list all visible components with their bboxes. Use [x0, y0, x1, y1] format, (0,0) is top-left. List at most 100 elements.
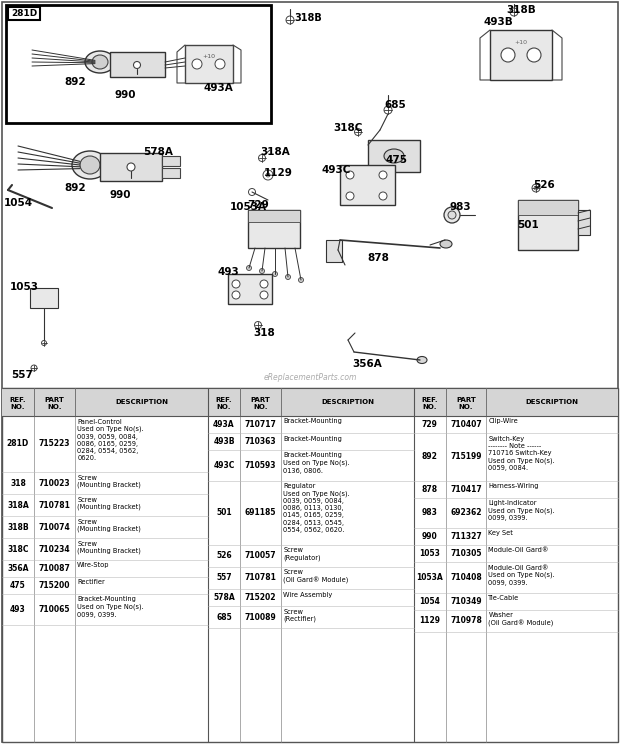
Text: Screw
(Mounting Bracket): Screw (Mounting Bracket) [77, 475, 141, 488]
Text: 1129: 1129 [264, 168, 293, 178]
Bar [162, 156, 180, 166]
Text: 578A: 578A [213, 593, 235, 602]
Text: 493: 493 [10, 605, 26, 614]
Text: 983: 983 [422, 508, 438, 517]
Bar [185, 45, 233, 83]
Text: 493C: 493C [213, 461, 234, 469]
Ellipse shape [384, 149, 404, 163]
Text: 710089: 710089 [245, 612, 277, 621]
Text: 710717: 710717 [245, 420, 277, 429]
Text: PART: PART [45, 397, 64, 403]
Circle shape [266, 173, 270, 177]
Text: Wire Assembly: Wire Assembly [283, 591, 332, 597]
Text: Bracket-Mounting
Used on Type No(s).
0136, 0806.: Bracket-Mounting Used on Type No(s). 013… [283, 452, 350, 473]
Text: Clip-Wire: Clip-Wire [489, 418, 518, 425]
Text: 1054: 1054 [419, 597, 440, 606]
Ellipse shape [92, 55, 108, 69]
Text: DESCRIPTION: DESCRIPTION [526, 399, 578, 405]
Text: Bracket-Mounting
Used on Type No(s).
0099, 0399.: Bracket-Mounting Used on Type No(s). 009… [77, 597, 144, 618]
Text: 356A: 356A [352, 359, 382, 369]
Circle shape [510, 8, 518, 16]
Circle shape [346, 192, 354, 200]
Text: 990: 990 [422, 532, 438, 541]
Ellipse shape [72, 151, 108, 179]
Text: 318C: 318C [334, 123, 363, 133]
Text: 318A: 318A [260, 147, 290, 157]
Text: 715199: 715199 [450, 452, 482, 461]
Text: 711327: 711327 [450, 532, 482, 541]
Text: Regulator
Used on Type No(s).
0039, 0059, 0084,
0086, 0113, 0130,
0145, 0165, 02: Regulator Used on Type No(s). 0039, 0059… [283, 483, 350, 533]
Bar [414, 388, 618, 416]
Text: PART: PART [250, 397, 270, 403]
Circle shape [532, 184, 540, 192]
Text: Screw
(Mounting Bracket): Screw (Mounting Bracket) [77, 519, 141, 532]
Text: 685: 685 [216, 612, 232, 621]
Text: 710074: 710074 [38, 522, 71, 531]
Bar [30, 288, 58, 308]
Text: 892: 892 [64, 183, 86, 193]
Bar [248, 210, 300, 248]
Bar [162, 168, 180, 178]
Text: Rectifier: Rectifier [77, 580, 105, 586]
Text: PART: PART [456, 397, 476, 403]
Bar [578, 210, 590, 235]
Text: 710781: 710781 [38, 501, 71, 510]
Text: 281D: 281D [11, 9, 37, 18]
Text: 892: 892 [422, 452, 438, 461]
Text: Screw
(Oil Gard® Module): Screw (Oil Gard® Module) [283, 569, 348, 584]
Text: 710408: 710408 [450, 573, 482, 582]
Bar [340, 165, 395, 205]
Text: Screw
(Rectifier): Screw (Rectifier) [283, 609, 316, 622]
Text: 1053: 1053 [419, 549, 440, 558]
Circle shape [127, 163, 135, 171]
Text: Washer
(Oil Gard® Module): Washer (Oil Gard® Module) [489, 612, 554, 626]
Circle shape [379, 171, 387, 179]
Text: 475: 475 [10, 581, 26, 590]
Text: 710417: 710417 [450, 484, 482, 493]
Text: 729: 729 [247, 200, 269, 210]
Text: NO.: NO. [423, 404, 437, 410]
Circle shape [285, 275, 291, 280]
Text: 710593: 710593 [245, 461, 277, 469]
Circle shape [263, 170, 273, 180]
Text: Switch-Key
-------- Note ------
710716 Switch-Key
Used on Type No(s).
0059, 0084: Switch-Key -------- Note ------ 710716 S… [489, 435, 555, 471]
Text: 710234: 710234 [38, 545, 70, 554]
Bar [208, 388, 414, 416]
Text: 715200: 715200 [39, 581, 70, 590]
Text: 710781: 710781 [245, 574, 277, 583]
Text: 578A: 578A [143, 147, 173, 157]
Text: 1053A: 1053A [417, 573, 443, 582]
Text: Module-Oil Gard®
Used on Type No(s).
0099, 0399.: Module-Oil Gard® Used on Type No(s). 009… [489, 565, 555, 586]
Text: Light-Indicator
Used on Type No(s).
0099, 0399.: Light-Indicator Used on Type No(s). 0099… [489, 500, 555, 521]
Text: 878: 878 [422, 484, 438, 493]
Text: 710407: 710407 [450, 420, 482, 429]
Text: +10: +10 [203, 54, 216, 59]
Text: Wire-Stop: Wire-Stop [77, 562, 110, 568]
Text: 493A: 493A [213, 420, 235, 429]
Circle shape [259, 155, 265, 161]
Text: 990: 990 [109, 190, 131, 200]
Text: Key Set: Key Set [489, 530, 513, 536]
Text: 318C: 318C [7, 545, 29, 554]
Text: 475: 475 [385, 155, 407, 165]
Bar [368, 140, 420, 172]
Circle shape [355, 129, 361, 135]
Circle shape [249, 188, 255, 196]
Text: REF.: REF. [10, 397, 26, 403]
Circle shape [384, 106, 392, 114]
Circle shape [42, 341, 46, 345]
Bar [326, 240, 342, 262]
Text: 892: 892 [64, 77, 86, 87]
Circle shape [379, 192, 387, 200]
Circle shape [31, 365, 37, 371]
Ellipse shape [80, 156, 100, 174]
Text: Screw
(Mounting Bracket): Screw (Mounting Bracket) [77, 540, 141, 554]
Text: 710305: 710305 [450, 549, 482, 558]
Ellipse shape [440, 240, 452, 248]
Text: NO.: NO. [459, 404, 473, 410]
Text: 318B: 318B [294, 13, 322, 23]
Text: NO.: NO. [47, 404, 62, 410]
Text: 557: 557 [11, 370, 33, 380]
Text: 318B: 318B [7, 522, 29, 531]
Circle shape [286, 16, 294, 24]
